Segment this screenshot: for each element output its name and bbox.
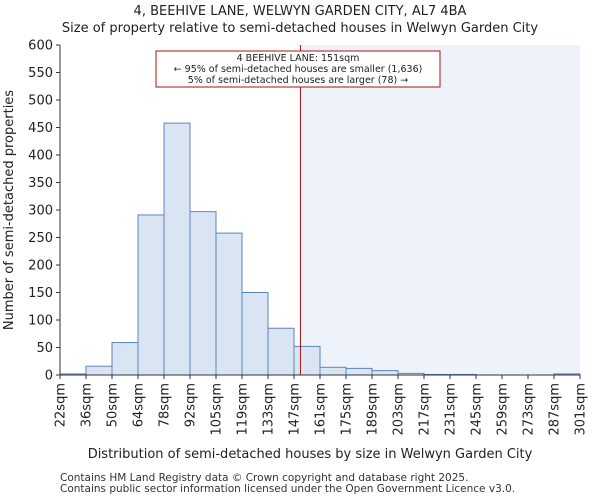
x-tick-label-147sqm: 147sqm [288, 383, 303, 436]
x-tick-label-301sqm: 301sqm [574, 383, 589, 436]
x-tick-label-203sqm: 203sqm [392, 383, 407, 436]
annotation-line-3: 5% of semi-detached houses are larger (7… [188, 75, 408, 86]
bar-105sqm [215, 232, 243, 376]
axes-group: 0 50 100 150 200 250 300 350 400 450 500 550 600 22sq… [28, 39, 588, 436]
annotation-border [155, 50, 441, 88]
x-tick-label-287sqm: 287sqm [548, 383, 563, 436]
bar-36sqm [85, 365, 113, 376]
bar-189sqm [371, 370, 399, 376]
x-axis-label: Distribution of semi-detached houses by … [88, 447, 533, 462]
x-tick-label-273sqm: 273sqm [522, 383, 537, 436]
footer-licence: Contains public sector information licen… [60, 483, 516, 495]
annotation-line-1: 4 BEEHIVE LANE: 151sqm [237, 53, 360, 64]
x-tick-label-133sqm: 133sqm [262, 383, 277, 436]
x-tick-label-231sqm: 231sqm [444, 383, 459, 436]
y-tick-label-300: 300 [28, 204, 53, 219]
x-tick-label-105sqm: 105sqm [210, 383, 225, 436]
bar-119sqm [241, 292, 269, 376]
chart-subtitle: Size of property relative to semi-detach… [61, 21, 539, 36]
chart-title: 4, BEEHIVE LANE, WELWYN GARDEN CITY, AL7… [133, 4, 467, 19]
footer-copyright: Contains HM Land Registry data © Crown c… [60, 472, 469, 484]
x-tick-label-64sqm: 64sqm [132, 383, 147, 427]
annotation-line-2: ← 95% of semi-detached houses are smalle… [174, 64, 423, 75]
y-tick-label-400: 400 [28, 149, 53, 164]
y-tick-label-450: 450 [28, 121, 53, 136]
x-tick-label-259sqm: 259sqm [496, 383, 511, 436]
x-tick-label-50sqm: 50sqm [106, 383, 121, 427]
x-tick-label-217sqm: 217sqm [418, 383, 433, 436]
x-tick-label-22sqm: 22sqm [54, 383, 69, 427]
y-axis-label: Number of semi-detached properties [2, 90, 17, 330]
x-tick-label-92sqm: 92sqm [184, 383, 199, 427]
x-tick-label-78sqm: 78sqm [158, 383, 173, 427]
y-tick-label-0: 0 [45, 369, 53, 384]
y-tick-label-50: 50 [36, 341, 53, 356]
bar-50sqm [111, 342, 139, 376]
y-tick-label-600: 600 [28, 39, 53, 54]
x-tick-label-36sqm: 36sqm [80, 383, 95, 427]
y-tick-label-200: 200 [28, 259, 53, 274]
x-tick-label-245sqm: 245sqm [470, 383, 485, 436]
x-tick-label-189sqm: 189sqm [366, 383, 381, 436]
bar-161sqm [319, 366, 347, 376]
x-tick-label-161sqm: 161sqm [314, 383, 329, 436]
x-tick-label-175sqm: 175sqm [340, 383, 355, 436]
x-tick-label-119sqm: 119sqm [236, 383, 251, 436]
larger-region-highlight [300, 45, 580, 375]
bar-78sqm [163, 122, 191, 376]
bar-133sqm [267, 327, 295, 376]
bar-175sqm [345, 367, 373, 376]
y-tick-label-100: 100 [28, 314, 53, 329]
y-tick-label-500: 500 [28, 94, 53, 109]
y-tick-label-150: 150 [28, 286, 53, 301]
y-tick-label-250: 250 [28, 231, 53, 246]
annotation-box: 4 BEEHIVE LANE: 151sqm ← 95% of semi-det… [155, 50, 441, 88]
bar-92sqm [189, 211, 217, 376]
y-tick-label-550: 550 [28, 66, 53, 81]
y-tick-label-350: 350 [28, 176, 53, 191]
bars-group [59, 122, 581, 376]
bar-147sqm [293, 345, 321, 376]
bar-64sqm [137, 214, 165, 376]
